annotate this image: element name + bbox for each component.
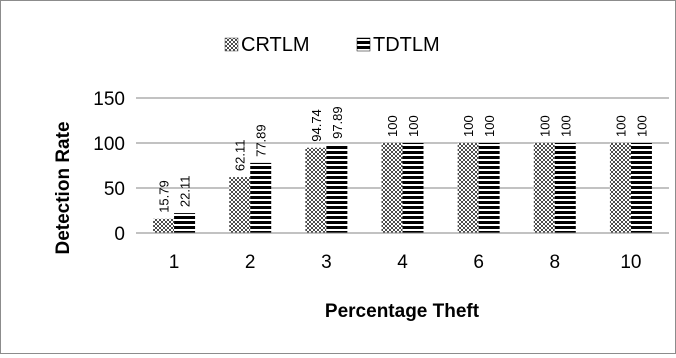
x-tick-label: 10 bbox=[620, 252, 641, 273]
bar-crtlm bbox=[305, 147, 327, 233]
data-label-crtlm: 62.11 bbox=[233, 140, 248, 172]
bar-tdtlm bbox=[326, 144, 348, 233]
data-labels: 15.79 22.11 62.11 77.89 94.74 97.89 100 100 100 1… bbox=[157, 106, 650, 212]
x-tick-label: 4 bbox=[397, 252, 408, 273]
legend: CRTLM TDTLM bbox=[224, 34, 440, 56]
y-axis-title: Detection Rate bbox=[53, 121, 74, 254]
legend-swatch-tdtlm bbox=[356, 37, 371, 52]
y-tick-label: 50 bbox=[104, 179, 125, 200]
bar-crtlm bbox=[153, 218, 175, 233]
x-tick-label: 8 bbox=[549, 252, 560, 273]
data-label-crtlm: 100 bbox=[461, 115, 476, 137]
bar-crtlm bbox=[533, 143, 555, 233]
data-label-tdtlm: 100 bbox=[482, 115, 497, 137]
data-label-crtlm: 100 bbox=[385, 115, 400, 137]
data-label-tdtlm: 22.11 bbox=[178, 176, 193, 208]
x-tick-label: 3 bbox=[321, 252, 332, 273]
data-label-tdtlm: 100 bbox=[406, 115, 421, 137]
x-tick-label: 1 bbox=[169, 252, 180, 273]
data-label-crtlm: 100 bbox=[537, 115, 552, 137]
data-label-crtlm: 100 bbox=[613, 115, 628, 137]
legend-label-tdtlm: TDTLM bbox=[373, 34, 440, 56]
bar-tdtlm bbox=[402, 143, 424, 233]
bar-crtlm bbox=[229, 177, 251, 233]
data-label-tdtlm: 97.89 bbox=[330, 106, 345, 139]
bar-tdtlm bbox=[630, 143, 652, 233]
data-label-tdtlm: 100 bbox=[558, 115, 573, 137]
x-axis-ticks: 1 2 3 4 6 8 10 bbox=[169, 252, 642, 273]
x-tick-label: 2 bbox=[245, 252, 256, 273]
bar-crtlm bbox=[609, 143, 631, 233]
x-axis-title: Percentage Theft bbox=[325, 301, 480, 322]
x-tick-label: 6 bbox=[473, 252, 484, 273]
bar-crtlm bbox=[457, 143, 479, 233]
data-label-tdtlm: 77.89 bbox=[254, 124, 269, 157]
bar-tdtlm bbox=[174, 213, 196, 233]
bars bbox=[153, 143, 652, 233]
legend-label-crtlm: CRTLM bbox=[241, 34, 310, 56]
bar-tdtlm bbox=[250, 162, 272, 233]
data-label-crtlm: 15.79 bbox=[157, 180, 172, 213]
y-axis-ticks: 0 50 100 150 bbox=[93, 89, 125, 245]
bar-crtlm bbox=[381, 143, 403, 233]
data-label-tdtlm: 100 bbox=[634, 115, 649, 137]
bar-tdtlm bbox=[478, 143, 500, 233]
data-label-crtlm: 94.74 bbox=[309, 109, 324, 142]
y-tick-label: 150 bbox=[93, 89, 125, 110]
y-tick-label: 0 bbox=[114, 224, 125, 245]
bar-tdtlm bbox=[554, 143, 576, 233]
y-tick-label: 100 bbox=[93, 134, 125, 155]
legend-swatch-crtlm bbox=[224, 37, 239, 52]
